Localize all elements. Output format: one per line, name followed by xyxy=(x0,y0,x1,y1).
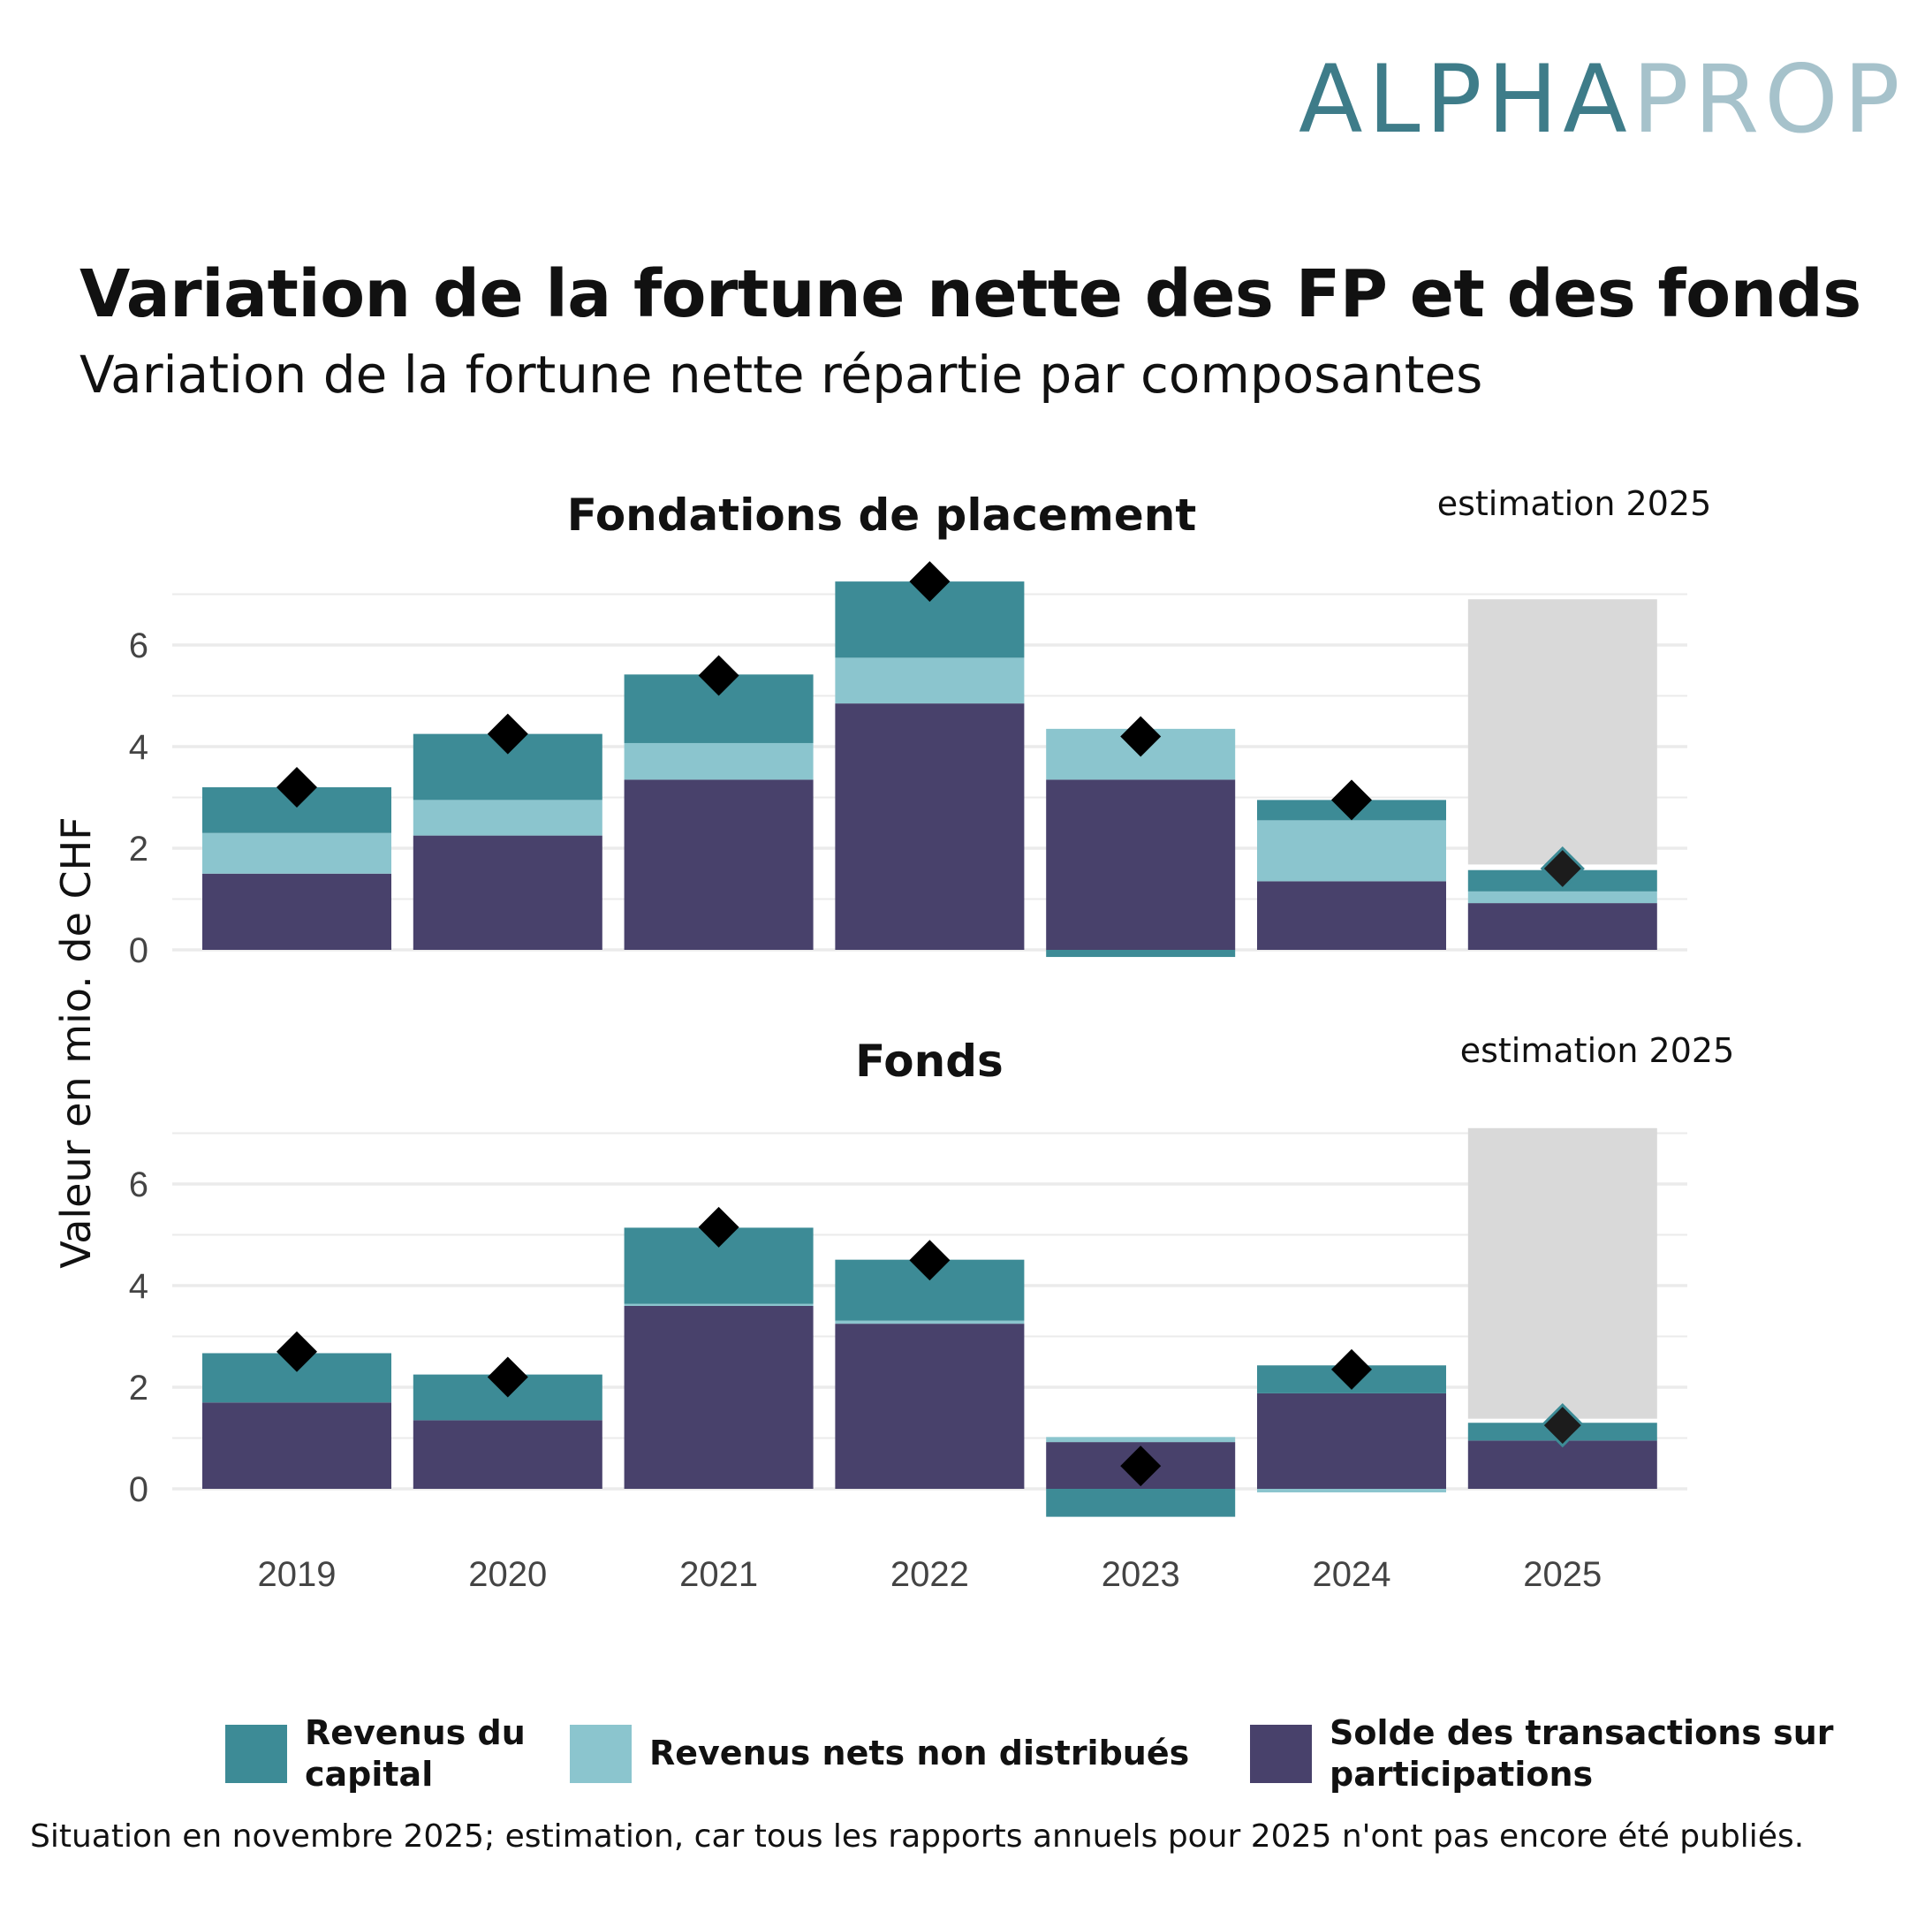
total-marker-2021 xyxy=(698,655,739,696)
y-tick-label: 2 xyxy=(129,830,148,869)
legend-label-line: Revenus nets non distribués xyxy=(649,1734,1190,1773)
bar-solde-2025 xyxy=(1467,903,1657,950)
bar-revenus_nets-2025 xyxy=(1467,891,1657,904)
total-marker-2020 xyxy=(487,1356,528,1398)
legend-label-line: participations xyxy=(1330,1755,1594,1794)
bar-solde-2023 xyxy=(1046,779,1236,950)
x-tick-label: 2024 xyxy=(1313,1555,1391,1594)
y-tick-label: 6 xyxy=(129,1165,148,1204)
bar-solde-2021 xyxy=(624,1306,814,1489)
x-tick-label: 2021 xyxy=(679,1555,758,1594)
legend-item-revenus_nets: Revenus nets non distribués xyxy=(570,1705,1189,1803)
legend-item-revenus_capital: Revenus du capital xyxy=(225,1705,526,1803)
legend-label-line: Solde des transactions sur xyxy=(1330,1712,1834,1752)
total-marker-2024 xyxy=(1331,1348,1372,1390)
bar-revenus_nets-2022 xyxy=(835,657,1025,704)
legend-swatch-revenus_capital xyxy=(225,1725,287,1783)
bar-revenus_capital-2023 xyxy=(1046,950,1236,958)
bar-revenus_nets-2020 xyxy=(413,800,602,836)
bar-solde-2025 xyxy=(1467,1440,1657,1489)
bar-solde-2019 xyxy=(202,1402,391,1489)
y-tick-label: 4 xyxy=(129,1267,148,1306)
y-tick-label: 0 xyxy=(129,931,148,970)
chart-subtitle: Variation de la fortune nette répartie p… xyxy=(80,345,1483,405)
y-tick-label: 0 xyxy=(129,1470,148,1509)
total-marker-2022 xyxy=(909,1240,951,1281)
total-marker-2023 xyxy=(1120,716,1162,757)
y-tick-label: 2 xyxy=(129,1369,148,1408)
total-marker-2019 xyxy=(277,1331,317,1372)
panel-title-1: Fonds xyxy=(855,1036,1004,1087)
bar-solde-2024 xyxy=(1257,881,1446,950)
bar-revenus_capital-2023 xyxy=(1046,1489,1236,1517)
bar-solde-2019 xyxy=(202,873,391,950)
bar-solde-2021 xyxy=(624,779,814,950)
estimate-range-box xyxy=(1467,1127,1657,1419)
total-marker-2025 xyxy=(1540,1403,1585,1448)
x-tick-label: 2023 xyxy=(1102,1555,1180,1594)
total-marker-2023 xyxy=(1120,1446,1162,1487)
total-marker-2024 xyxy=(1331,779,1372,821)
bar-revenus_nets-2021 xyxy=(624,742,814,780)
legend-label-solde: Solde des transactions sur participations xyxy=(1330,1712,1834,1796)
estimate-annotation-1: estimation 2025 xyxy=(1460,1031,1735,1070)
total-marker-2020 xyxy=(487,713,528,755)
chart-area: Fondations de placement estimation 2025 0 2… xyxy=(52,484,1735,1594)
y-tick-label: 6 xyxy=(129,626,148,665)
x-tick-label: 2019 xyxy=(258,1555,337,1594)
panel-title-0: Fondations de placement xyxy=(567,490,1197,541)
chart-title: Variation de la fortune nette des FP et … xyxy=(80,256,1861,332)
total-marker-2022 xyxy=(909,561,951,603)
x-tick-label: 2022 xyxy=(890,1555,969,1594)
estimate-range-box xyxy=(1467,599,1657,865)
legend-label-line: Revenus du xyxy=(305,1712,526,1752)
footnote: Situation en novembre 2025; estimation, … xyxy=(30,1818,1805,1855)
logo-part-1: ALPHA xyxy=(1299,45,1633,154)
y-axis-label: Valeur en mio. de CHF xyxy=(52,816,100,1268)
bar-solde-2020 xyxy=(413,1420,602,1489)
legend-label-revenus_capital: Revenus du capital xyxy=(305,1712,526,1796)
bar-revenus_nets-2024 xyxy=(1257,820,1446,882)
bar-revenus_nets-2021 xyxy=(624,1303,814,1306)
legend: Revenus du capital Revenus nets non distri… xyxy=(0,1705,1932,1803)
total-marker-2019 xyxy=(277,767,317,808)
total-marker-2021 xyxy=(698,1206,739,1248)
bar-solde-2022 xyxy=(835,703,1025,950)
bar-revenus_nets-2022 xyxy=(835,1320,1025,1324)
bar-revenus_nets-2024 xyxy=(1257,1489,1446,1493)
total-marker-2025 xyxy=(1540,846,1585,892)
estimate-annotation-0: estimation 2025 xyxy=(1437,484,1712,523)
bar-revenus_nets-2019 xyxy=(202,832,391,874)
logo-part-2: PROP xyxy=(1632,45,1905,154)
y-tick-label: 4 xyxy=(129,728,148,767)
legend-label-line: capital xyxy=(305,1755,434,1794)
legend-item-solde: Solde des transactions sur participations xyxy=(1250,1705,1834,1803)
bar-revenus_nets-2023 xyxy=(1046,1437,1236,1443)
x-tick-label: 2020 xyxy=(468,1555,547,1594)
bar-solde-2022 xyxy=(835,1324,1025,1489)
alphaprop-logo: ALPHAPROP xyxy=(1299,53,1905,147)
legend-label-revenus_nets: Revenus nets non distribués xyxy=(649,1733,1189,1775)
legend-swatch-revenus_nets xyxy=(570,1725,632,1783)
bar-solde-2020 xyxy=(413,835,602,950)
bar-solde-2024 xyxy=(1257,1393,1446,1489)
x-tick-label: 2025 xyxy=(1523,1555,1602,1594)
legend-swatch-solde xyxy=(1250,1725,1312,1783)
